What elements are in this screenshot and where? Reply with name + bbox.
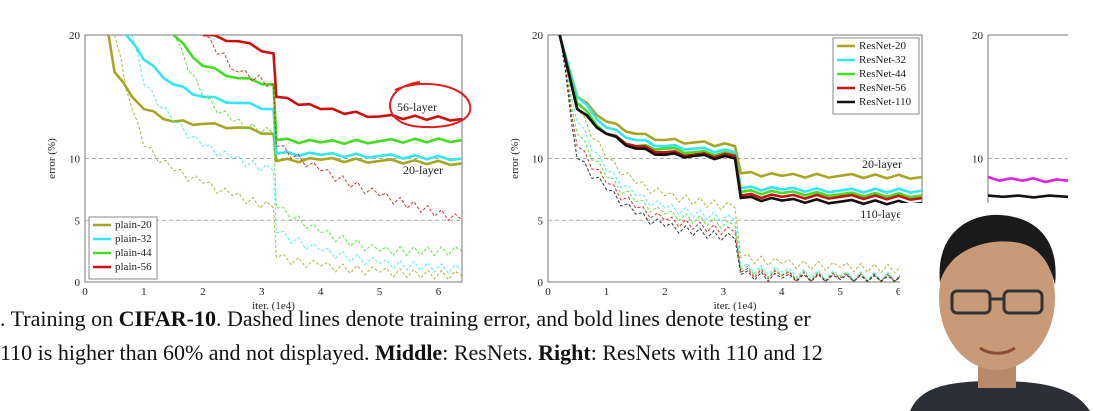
annotation-56-layer: 56-layer [397, 100, 437, 114]
series-train-line-ResNet-110 [559, 35, 922, 282]
y-tick-label: 10 [532, 154, 544, 166]
x-tick-label: 3 [721, 286, 727, 298]
legend-entry: ResNet-44 [859, 68, 907, 80]
series-train-line-ResNet-20 [559, 35, 922, 275]
legend-entry: ResNet-32 [859, 54, 906, 66]
series-test-line-right-1 [987, 194, 1069, 199]
x-tick-label: 6 [896, 286, 902, 298]
chart-plain-networks: 0 5 10 20 0 1 2 3 4 5 6 iter. (1e4) error (%) plain-2… [46, 30, 463, 312]
caption-segment: CIFAR-10 [118, 306, 216, 331]
y-axis-label: error (%) [509, 138, 521, 179]
y-tick-label: 20 [532, 30, 544, 42]
annotation-20-layer: 20-layer [403, 163, 443, 177]
legend-entry: plain-44 [115, 247, 152, 259]
series-test-line-ResNet-32 [558, 35, 922, 194]
plot-area [107, 35, 462, 281]
series-test-line-ResNet-20 [558, 35, 922, 181]
legend: ResNet-20 ResNet-32 ResNet-44 ResNet-56 ResN… [832, 37, 920, 115]
y-tick-label: 5 [538, 215, 544, 227]
x-tick-label: 1 [604, 286, 610, 298]
legend-box [88, 216, 158, 280]
series-train-line-ResNet-56 [559, 35, 922, 282]
legend-entry: plain-32 [115, 233, 152, 245]
y-tick-label: 0 [75, 277, 81, 289]
series-train-line-plain-56 [202, 35, 462, 222]
y-tick-label: 0 [538, 277, 544, 289]
annotation-layer [389, 81, 472, 129]
annotation-circle [389, 81, 472, 129]
y-tick-label: 5 [75, 215, 81, 227]
x-tick-label: 5 [837, 286, 843, 298]
y-tick-label: 20 [69, 30, 81, 42]
y-tick-label: 10 [69, 154, 81, 166]
x-tick-label: 3 [259, 286, 265, 298]
x-tick-label: 2 [200, 286, 206, 298]
x-axis-label: iter. (1e4) [714, 300, 757, 312]
y-axis-label: error (%) [46, 138, 58, 179]
annotation-110-layer: 110-layer [860, 207, 906, 221]
y-tick-label: 10 [972, 154, 984, 166]
legend-entry: ResNet-20 [859, 40, 907, 52]
caption-segment: : ResNets. [442, 340, 539, 365]
x-tick-label: 4 [779, 286, 785, 298]
series-test-line-plain-44 [172, 35, 462, 146]
caption-segment: Right [538, 340, 591, 365]
caption-segment: . Dashed lines denote training error, an… [215, 306, 811, 331]
series-test-line-plain-32 [125, 35, 462, 162]
x-axis-label: iter. (1e4) [252, 300, 295, 312]
plot-area [558, 35, 922, 282]
x-tick-label: 0 [545, 286, 551, 298]
legend: plain-20 plain-32 plain-44 plain-56 [88, 216, 158, 280]
series-test-line-plain-56 [202, 35, 462, 122]
figure-caption-line-2: 110 is higher than 60% and not displayed… [0, 340, 823, 366]
caption-segment: . Training on [0, 306, 119, 331]
chart-resnets: 0 5 10 20 0 1 2 3 4 5 6 iter. (1e4) error (%) ResNet-… [509, 30, 923, 312]
figure-caption-line-1: . Training on CIFAR-10. Dashed lines den… [0, 306, 811, 332]
caption-segment: Middle [374, 340, 443, 365]
legend-entry: plain-20 [115, 219, 152, 231]
x-tick-label: 5 [377, 286, 383, 298]
series-test-line-ResNet-110 [558, 35, 922, 206]
presenter-webcam-overlay [900, 203, 1093, 411]
legend-entry: ResNet-110 [859, 96, 912, 108]
series-train-line-plain-44 [172, 35, 462, 257]
y-tick-label: 20 [972, 30, 984, 42]
x-tick-label: 2 [662, 286, 668, 298]
x-tick-label: 6 [436, 286, 442, 298]
annotation-20-layer: 20-layer [862, 157, 902, 171]
legend-entry: plain-56 [115, 261, 152, 273]
series-train-line-plain-20 [114, 35, 462, 281]
caption-segment: : ResNets with 110 and 12 [590, 340, 823, 365]
x-tick-label: 0 [82, 286, 88, 298]
caption-segment: 110 is higher than 60% and not displayed… [0, 340, 375, 365]
series-test-line-right-0 [987, 175, 1069, 184]
legend-entry: ResNet-56 [859, 82, 907, 94]
x-tick-label: 1 [141, 286, 147, 298]
series-train-line-plain-32 [131, 35, 462, 274]
x-tick-label: 4 [318, 286, 324, 298]
